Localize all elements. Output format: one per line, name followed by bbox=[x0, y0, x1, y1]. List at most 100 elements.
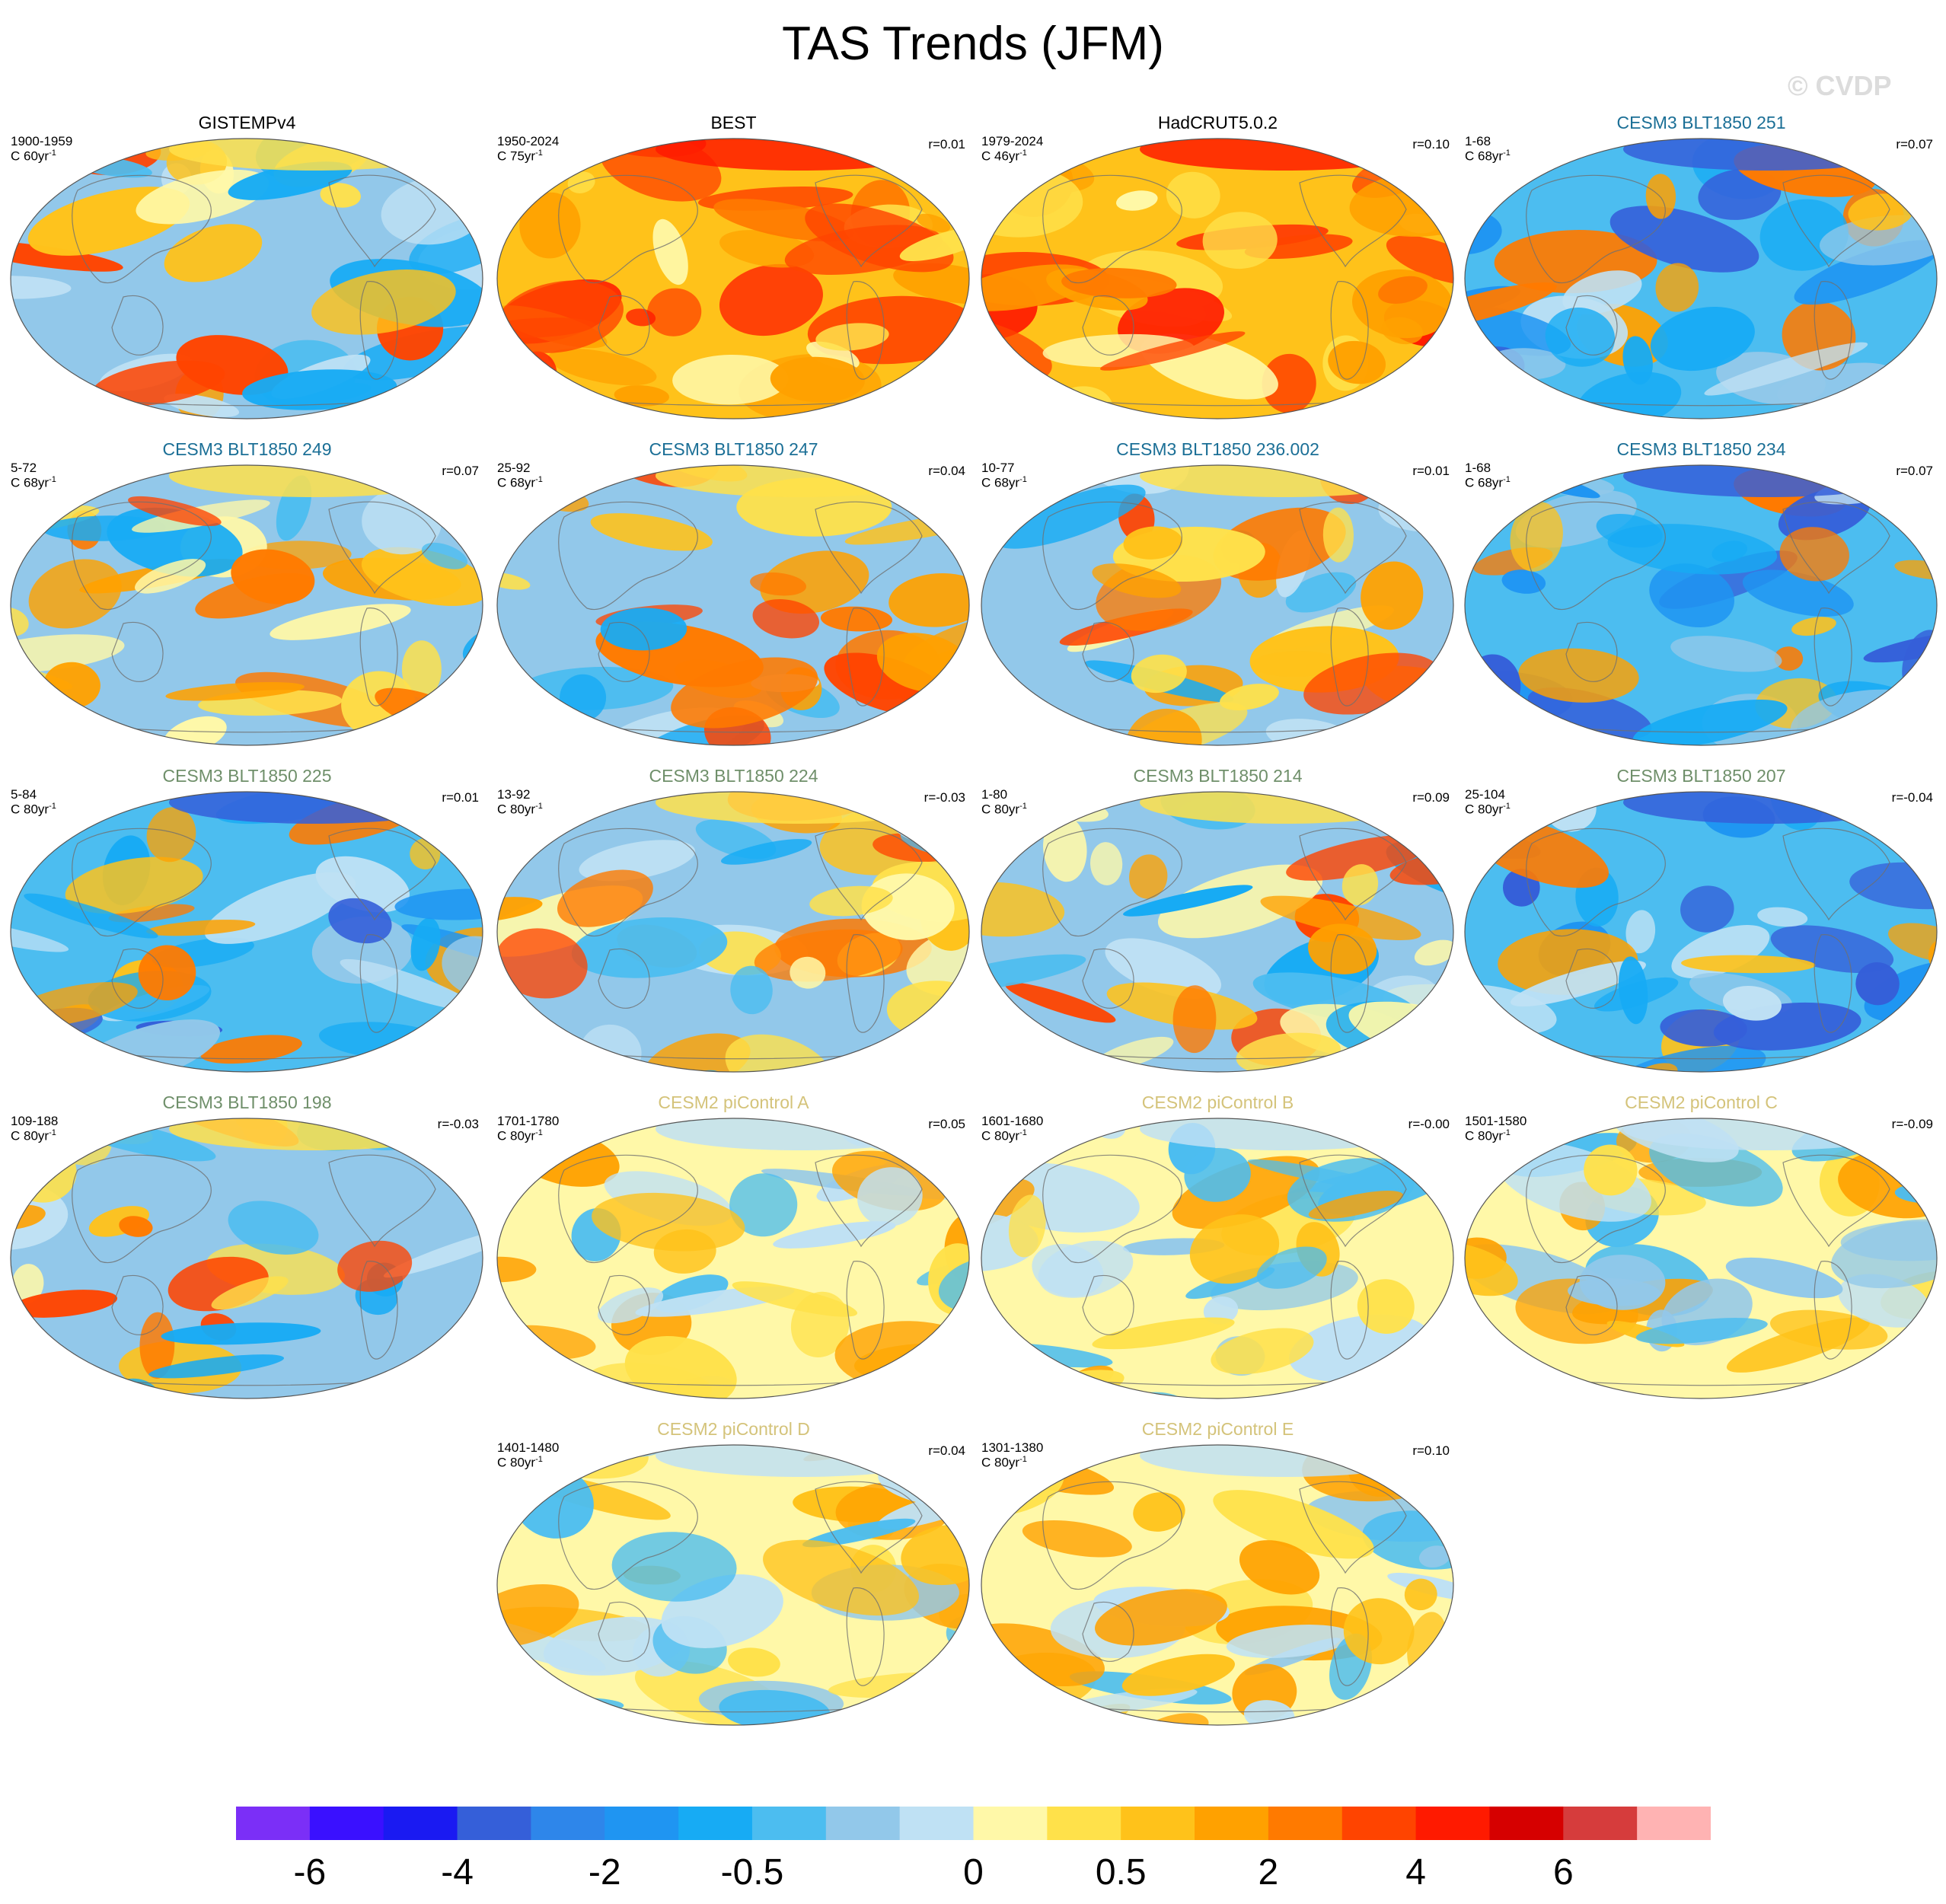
chart-title: TAS Trends (JFM) bbox=[782, 18, 1164, 70]
map-panel: CESM3 BLT1850 249 5-72 C 68yr-1 r=0.07 bbox=[9, 438, 485, 750]
map-panel: CESM3 BLT1850 247 25-92 C 68yr-1 r=0.04 bbox=[496, 438, 971, 750]
panel-period: 10-77 bbox=[981, 461, 1015, 475]
panel-title: CESM3 BLT1850 236.002 bbox=[1116, 439, 1319, 459]
map-panel: CESM3 BLT1850 225 5-84 C 80yr-1 r=0.01 bbox=[9, 764, 485, 1076]
colorbar-swatch bbox=[605, 1807, 679, 1840]
map-panel: CESM3 BLT1850 214 1-80 C 80yr-1 r=0.09 bbox=[980, 764, 1456, 1076]
colorbar-tick-label: -0.5 bbox=[720, 1852, 784, 1893]
panel-period: 25-92 bbox=[497, 461, 531, 475]
map-panel: CESM3 BLT1850 236.002 10-77 C 68yr-1 r=0.01 bbox=[980, 438, 1456, 750]
colorbar-swatch bbox=[309, 1807, 384, 1840]
colorbar-swatch bbox=[825, 1807, 901, 1840]
colorbar-swatch bbox=[1341, 1807, 1417, 1840]
trend-map bbox=[496, 791, 970, 1073]
colorbar-swatch bbox=[973, 1807, 1048, 1840]
map-panel: CESM2 piControl C 1501-1580 C 80yr-1 r=-0.0… bbox=[1463, 1091, 1939, 1403]
colorbar bbox=[236, 1807, 1711, 1840]
panel-correlation: r=0.10 bbox=[1412, 1443, 1450, 1458]
colorbar-swatch bbox=[236, 1807, 311, 1840]
panel-units: C 75yr-1 bbox=[497, 148, 543, 164]
colorbar-swatch bbox=[1415, 1807, 1490, 1840]
colorbar-swatch bbox=[1563, 1807, 1638, 1840]
trend-map bbox=[10, 791, 483, 1073]
trend-map bbox=[496, 1118, 970, 1399]
trend-map bbox=[981, 138, 1454, 419]
colorbar-tick-label: 4 bbox=[1405, 1852, 1426, 1893]
panel-period: 1-68 bbox=[1465, 461, 1491, 475]
panel-period: 109-188 bbox=[11, 1114, 59, 1128]
map-panel: CESM3 BLT1850 251 1-68 C 68yr-1 r=0.07 bbox=[1463, 111, 1939, 423]
trend-map bbox=[981, 791, 1454, 1073]
trend-map bbox=[1464, 138, 1938, 419]
panel-period: 1301-1380 bbox=[981, 1440, 1044, 1455]
trend-map bbox=[981, 1444, 1454, 1726]
panel-title: CESM2 piControl B bbox=[1141, 1092, 1294, 1112]
panel-period: 1501-1580 bbox=[1465, 1114, 1527, 1128]
colorbar-swatch bbox=[1268, 1807, 1343, 1840]
panel-title: CESM2 piControl D bbox=[657, 1419, 810, 1439]
panel-period: 1601-1680 bbox=[981, 1114, 1044, 1128]
trend-map bbox=[496, 1444, 970, 1726]
panel-period: 13-92 bbox=[497, 787, 531, 802]
trend-map bbox=[496, 464, 970, 746]
colorbar-swatch bbox=[1195, 1807, 1269, 1840]
map-panel: CESM3 BLT1850 224 13-92 C 80yr-1 r=-0.03 bbox=[496, 764, 971, 1076]
panel-correlation: r=0.01 bbox=[442, 790, 479, 805]
panel-title: GISTEMPv4 bbox=[198, 113, 296, 132]
panel-title: CESM3 BLT1850 214 bbox=[1133, 766, 1303, 786]
panel-units: C 68yr-1 bbox=[981, 475, 1027, 490]
panel-period: 1950-2024 bbox=[497, 134, 560, 148]
panel-units: C 68yr-1 bbox=[11, 475, 56, 490]
colorbar-swatch bbox=[751, 1807, 827, 1840]
colorbar-swatch bbox=[1637, 1807, 1711, 1840]
panel-units: C 68yr-1 bbox=[1465, 475, 1511, 490]
map-panel: CESM2 piControl D 1401-1480 C 80yr-1 r=0.04 bbox=[496, 1418, 971, 1730]
panel-title: CESM2 piControl C bbox=[1625, 1092, 1778, 1112]
panel-title: CESM3 BLT1850 251 bbox=[1616, 113, 1786, 132]
panel-units: C 80yr-1 bbox=[497, 1455, 543, 1470]
panel-units: C 80yr-1 bbox=[981, 802, 1027, 817]
panel-title: HadCRUT5.0.2 bbox=[1157, 113, 1278, 132]
map-panel: GISTEMPv4 1900-1959 C 60yr-1 bbox=[9, 111, 485, 423]
panel-units: C 80yr-1 bbox=[1465, 1128, 1511, 1143]
panel-correlation: r=0.01 bbox=[1412, 464, 1450, 478]
colorbar-swatch bbox=[678, 1807, 753, 1840]
panel-units: C 68yr-1 bbox=[497, 475, 543, 490]
panel-correlation: r=0.05 bbox=[928, 1117, 965, 1131]
trend-map bbox=[10, 1118, 483, 1399]
panel-correlation: r=0.04 bbox=[928, 1443, 965, 1458]
panel-title: CESM3 BLT1850 198 bbox=[162, 1092, 332, 1112]
panel-units: C 80yr-1 bbox=[981, 1128, 1027, 1143]
panel-correlation: r=0.01 bbox=[928, 137, 965, 151]
colorbar-swatch bbox=[457, 1807, 531, 1840]
trend-map bbox=[496, 138, 970, 419]
panel-title: CESM3 BLT1850 225 bbox=[162, 766, 332, 786]
panel-correlation: r=0.07 bbox=[1896, 464, 1933, 478]
colorbar-swatch bbox=[1489, 1807, 1564, 1840]
colorbar-swatch bbox=[531, 1807, 605, 1840]
panel-period: 1-80 bbox=[981, 787, 1008, 802]
panel-units: C 80yr-1 bbox=[11, 1128, 56, 1143]
panel-title: CESM3 BLT1850 249 bbox=[162, 439, 332, 459]
panel-title: CESM3 BLT1850 207 bbox=[1616, 766, 1786, 786]
trend-map bbox=[10, 138, 483, 419]
map-panel: BEST 1950-2024 C 75yr-1 r=0.01 bbox=[496, 111, 971, 423]
panel-period: 25-104 bbox=[1465, 787, 1505, 802]
panel-period: 1-68 bbox=[1465, 134, 1491, 148]
colorbar-swatch bbox=[383, 1807, 458, 1840]
panel-correlation: r=0.04 bbox=[928, 464, 965, 478]
panel-period: 1701-1780 bbox=[497, 1114, 560, 1128]
map-panel: CESM3 BLT1850 207 25-104 C 80yr-1 r=-0.04 bbox=[1463, 764, 1939, 1076]
panel-correlation: r=-0.00 bbox=[1408, 1117, 1450, 1131]
colorbar-tick-label: 6 bbox=[1552, 1852, 1574, 1893]
panel-correlation: r=-0.03 bbox=[924, 790, 965, 805]
panel-title: BEST bbox=[710, 113, 757, 132]
trend-map bbox=[981, 1118, 1454, 1399]
panel-period: 5-84 bbox=[11, 787, 37, 802]
panel-title: CESM3 BLT1850 224 bbox=[649, 766, 818, 786]
panel-title: CESM2 piControl A bbox=[658, 1092, 809, 1112]
trend-map bbox=[981, 464, 1454, 746]
panel-correlation: r=-0.09 bbox=[1891, 1117, 1933, 1131]
panel-correlation: r=0.09 bbox=[1412, 790, 1450, 805]
panel-correlation: r=0.10 bbox=[1412, 137, 1450, 151]
